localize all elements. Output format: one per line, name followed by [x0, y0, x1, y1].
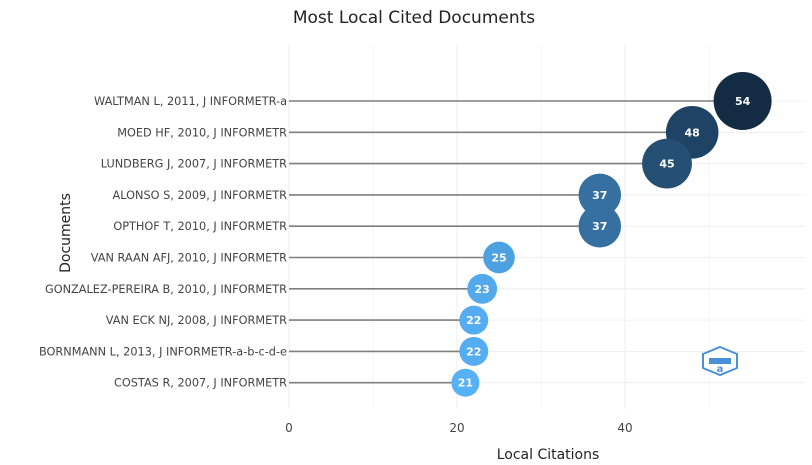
lollipop-bubble	[578, 173, 622, 217]
x-tick-labels: 0 20 40	[285, 421, 632, 435]
svg-text:a: a	[717, 364, 724, 375]
lollipop-bubble	[467, 273, 498, 304]
bubble-value-label: 45	[659, 158, 674, 171]
lollipop-bubble	[459, 305, 489, 335]
bubble-value-label: 23	[475, 283, 490, 296]
y-tick-label: VAN RAAN AFJ, 2010, J INFORMETR	[91, 252, 287, 265]
bubble-value-label: 22	[466, 345, 481, 358]
y-tick-label: OPTHOF T, 2010, J INFORMETR	[113, 220, 287, 233]
bubble-value-label: 37	[592, 220, 607, 233]
bubble-value-label: 48	[685, 126, 700, 139]
bubble-value-label: 54	[735, 95, 751, 108]
y-tick-label: WALTMAN L, 2011, J INFORMETR-a	[94, 95, 287, 108]
y-tick-label: LUNDBERG J, 2007, J INFORMETR	[101, 158, 287, 171]
lollipop-bubble	[459, 336, 489, 366]
lollipop-bubble	[451, 368, 480, 397]
lollipop-bubble	[578, 204, 622, 248]
bubble-value-label: 25	[491, 252, 506, 265]
lollipop-bubble	[713, 72, 772, 130]
lollipop-bubble	[483, 241, 515, 274]
y-tick-label: ALONSO S, 2009, J INFORMETR	[113, 189, 288, 202]
bubble-value-label: 21	[458, 377, 473, 390]
lollipop-bubble	[642, 138, 692, 189]
bibliometrix-logo-icon: a	[702, 345, 738, 377]
lollipop-stems	[289, 100, 743, 384]
x-tick-label: 20	[449, 421, 464, 435]
x-tick-label: 0	[285, 421, 293, 435]
y-tick-label: GONZALEZ-PEREIRA B, 2010, J INFORMETR	[45, 283, 287, 296]
x-axis-title: Local Citations	[497, 447, 600, 461]
y-tick-label: MOED HF, 2010, J INFORMETR	[117, 126, 287, 139]
x-tick-label: 40	[617, 421, 632, 435]
y-tick-label: BORNMANN L, 2013, J INFORMETR-a-b-c-d-e	[39, 345, 287, 358]
y-tick-label: COSTAS R, 2007, J INFORMETR	[114, 377, 287, 390]
chart-title: Most Local Cited Documents	[293, 8, 535, 28]
bubble-value-label: 37	[592, 189, 607, 202]
y-axis-title: Documents	[58, 193, 74, 273]
bubble-value-label: 22	[466, 314, 481, 327]
y-tick-labels: WALTMAN L, 2011, J INFORMETR-a MOED HF, 2…	[39, 95, 287, 390]
y-tick-label: VAN ECK NJ, 2008, J INFORMETR	[106, 314, 287, 327]
lollipop-bubbles: 54 48 45 37 37 25 23 22 22 21	[451, 72, 772, 397]
